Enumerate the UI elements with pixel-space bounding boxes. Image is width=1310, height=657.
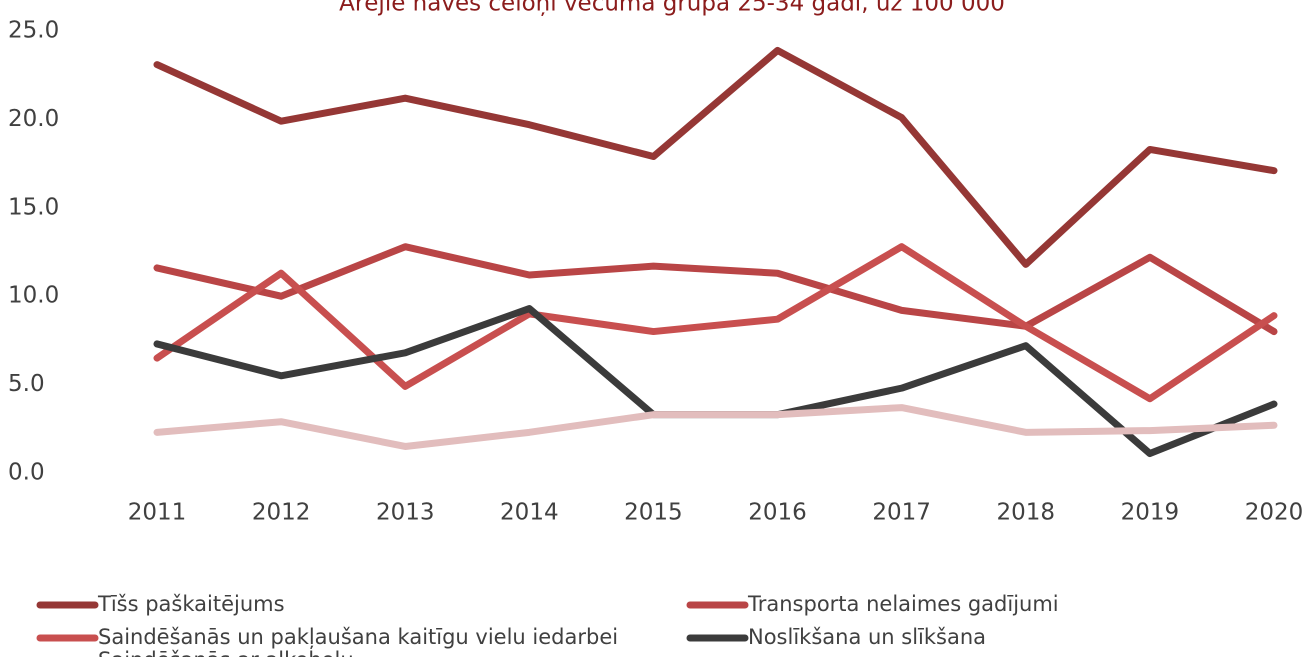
chart-title: Ārējie nāves cēloņi vecuma grupā 25-34 g… [339,0,1005,17]
x-tick-label: 2015 [624,500,683,526]
legend-label: Noslīkšana un slīkšana [748,625,986,649]
x-tick-label: 2016 [748,500,807,526]
y-tick-label: 5.0 [8,371,45,397]
x-tick-label: 2019 [1121,500,1180,526]
y-tick-label: 10.0 [8,283,59,309]
y-tick-label: 0.0 [8,460,45,486]
series-line [153,46,1278,268]
legend-label: Transporta nelaimes gadījumi [747,592,1059,616]
series-line [153,243,1278,336]
x-tick-label: 2020 [1245,500,1304,526]
legend-label: Saindēšanās ar alkoholu [98,648,354,657]
x-tick-label: 2012 [252,500,311,526]
legend-label: Tīšs paškaitējums [97,592,285,616]
x-tick-label: 2018 [997,500,1056,526]
y-tick-label: 20.0 [8,106,59,132]
legend-label: Saindēšanās un pakļaušana kaitīgu vielu … [98,625,618,649]
x-tick-label: 2014 [500,500,559,526]
y-tick-label: 25.0 [8,18,59,44]
series-line [153,243,1278,403]
x-tick-label: 2013 [376,500,435,526]
x-tick-label: 2011 [128,500,187,526]
x-tick-label: 2017 [872,500,931,526]
series-line [153,404,1278,450]
y-tick-label: 15.0 [8,194,59,220]
